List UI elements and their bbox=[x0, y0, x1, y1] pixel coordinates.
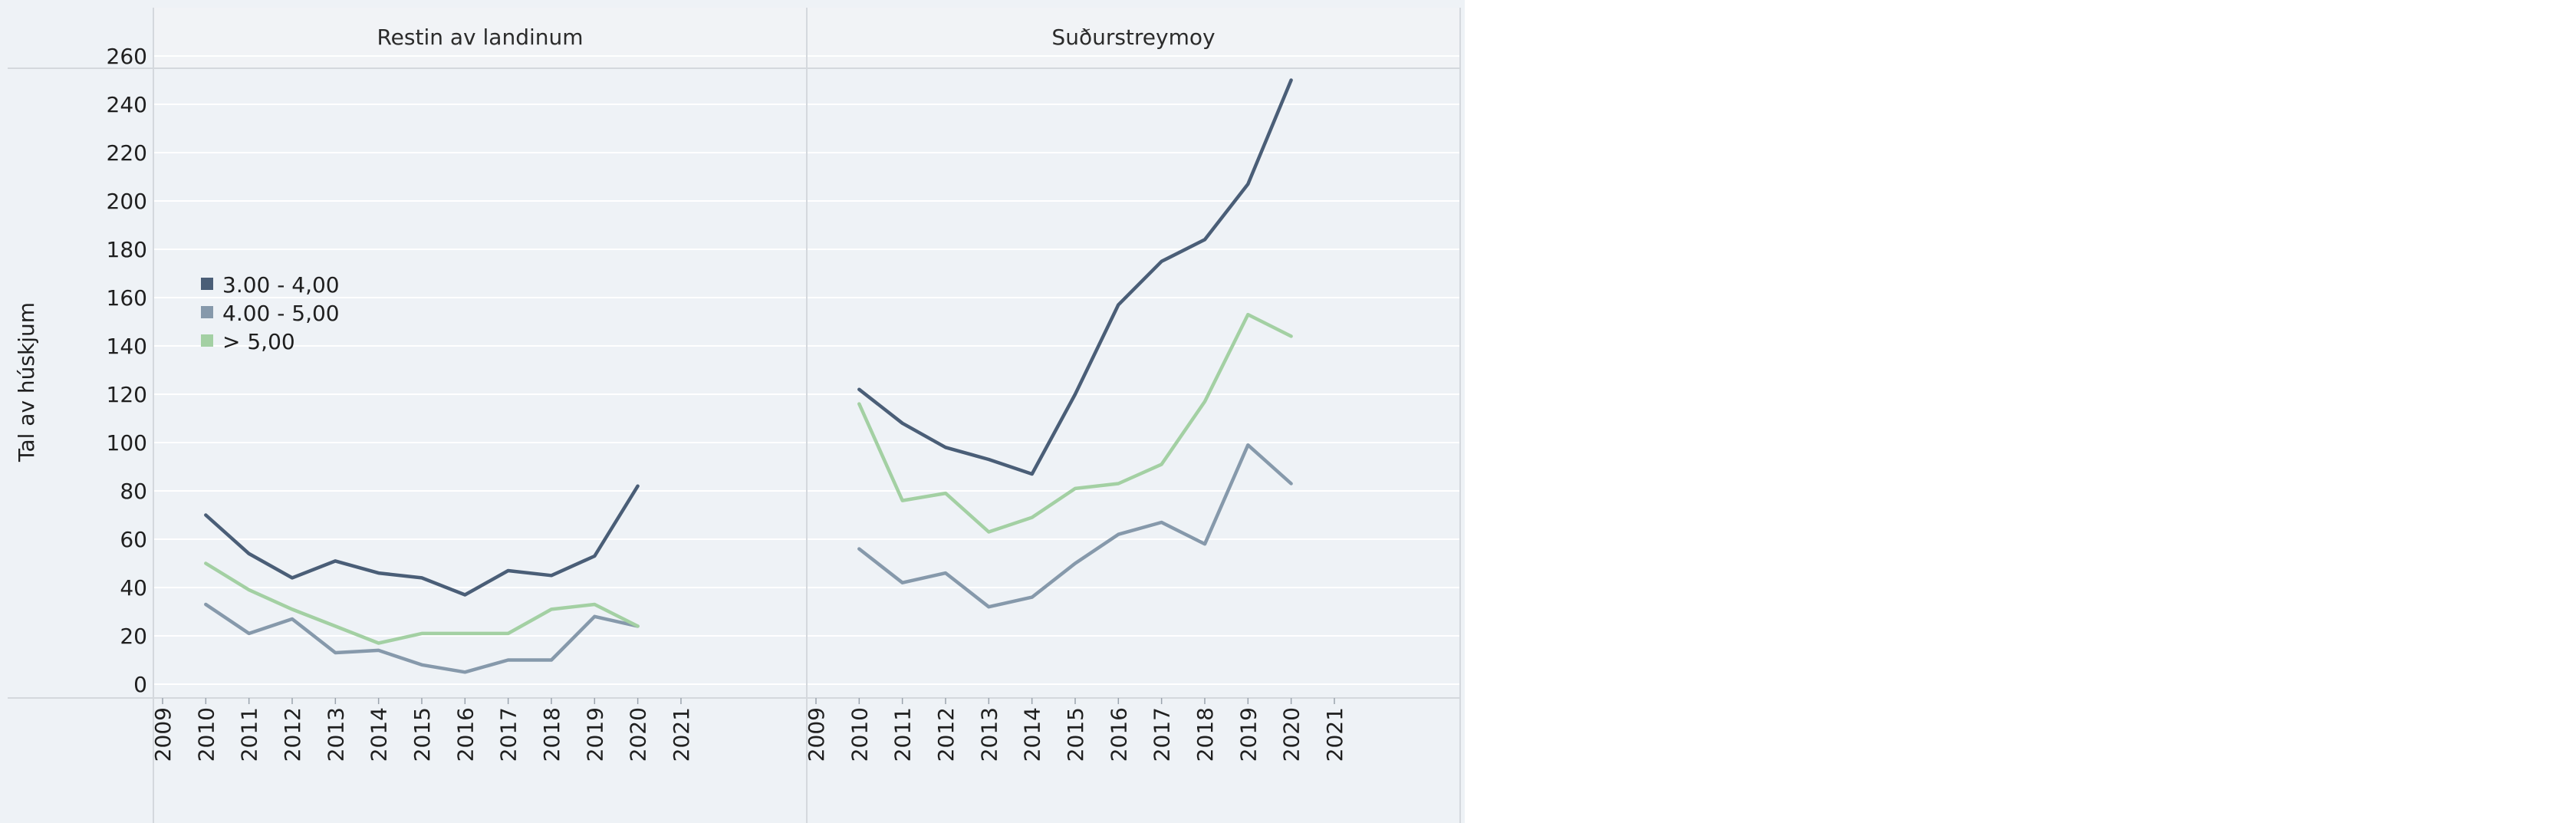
series-line-panel2-1 bbox=[857, 78, 1293, 476]
legend-swatch-1 bbox=[201, 278, 213, 290]
x-tick-label: 2016 bbox=[1106, 707, 1131, 762]
x-tick-label: 2009 bbox=[150, 707, 176, 762]
x-tick-label: 2014 bbox=[367, 707, 392, 762]
x-tick-label: 2017 bbox=[1150, 707, 1175, 762]
series-line-panel1-3 bbox=[204, 561, 640, 645]
legend-swatch-2 bbox=[201, 306, 213, 318]
x-tick-label: 2020 bbox=[626, 707, 651, 762]
series-line-panel2-3 bbox=[857, 312, 1293, 534]
y-tick-label: 120 bbox=[107, 382, 147, 407]
y-tick-label: 60 bbox=[120, 527, 147, 552]
y-tick-label: 220 bbox=[107, 140, 147, 166]
x-tick-label: 2012 bbox=[280, 707, 305, 762]
x-tick-label: 2012 bbox=[933, 707, 959, 762]
legend: 3.00 - 4,00 4.00 - 5,00 > 5,00 bbox=[201, 272, 340, 354]
y-tick-label: 0 bbox=[133, 672, 147, 697]
y-tick-label: 140 bbox=[107, 334, 147, 359]
series-line-panel1-1 bbox=[204, 484, 640, 597]
y-tick-label: 100 bbox=[107, 430, 147, 456]
x-tick-label: 2013 bbox=[976, 707, 1002, 762]
y-tick-label: 40 bbox=[120, 575, 147, 601]
panel-header-left bbox=[153, 8, 807, 69]
x-tick-label: 2020 bbox=[1279, 707, 1304, 762]
legend-label-1: 3.00 - 4,00 bbox=[222, 272, 340, 298]
x-tick-label: 2021 bbox=[1322, 707, 1347, 762]
plot-area-right bbox=[807, 69, 1460, 698]
x-tick-label: 2009 bbox=[804, 707, 829, 762]
panel-title-right: Suðurstreymoy bbox=[1051, 25, 1215, 50]
y-tick-label: 200 bbox=[107, 189, 147, 214]
y-tick-label: 180 bbox=[107, 237, 147, 262]
panel-frame bbox=[8, 8, 1461, 823]
x-tick-label: 2018 bbox=[1193, 707, 1218, 762]
plot-area-left bbox=[153, 69, 807, 698]
y-axis-ticks: 0 20 40 60 80 100 120 140 160 180 200 220 240 260 bbox=[107, 44, 147, 697]
y-tick-label: 80 bbox=[120, 479, 147, 504]
y-axis-title: Tal av húskjum bbox=[14, 302, 39, 463]
x-tick-label: 2014 bbox=[1020, 707, 1045, 762]
x-tick-label: 2017 bbox=[496, 707, 521, 762]
y-tick-label: 240 bbox=[107, 92, 147, 117]
x-tick-label: 2018 bbox=[539, 707, 564, 762]
x-tick-label: 2019 bbox=[582, 707, 607, 762]
panel-header-right bbox=[807, 8, 1460, 69]
y-axis-area bbox=[0, 69, 153, 698]
x-tick-label: 2010 bbox=[193, 707, 219, 762]
x-tick-label: 2010 bbox=[847, 707, 872, 762]
panel-title-left: Restin av landinum bbox=[377, 25, 583, 50]
series-line-panel2-2 bbox=[857, 443, 1293, 609]
x-tick-label: 2015 bbox=[1063, 707, 1088, 762]
x-tick-label: 2015 bbox=[410, 707, 435, 762]
x-tick-label: 2019 bbox=[1235, 707, 1261, 762]
x-tick-label: 2011 bbox=[890, 707, 916, 762]
series-line-panel1-2 bbox=[204, 602, 640, 674]
y-tick-label: 260 bbox=[107, 44, 147, 69]
legend-label-2: 4.00 - 5,00 bbox=[222, 301, 340, 326]
x-tick-label: 2016 bbox=[452, 707, 478, 762]
legend-label-3: > 5,00 bbox=[222, 329, 295, 354]
x-tick-label: 2011 bbox=[237, 707, 262, 762]
x-tick-label: 2013 bbox=[323, 707, 348, 762]
y-tick-label: 20 bbox=[120, 624, 147, 649]
x-tick-label: 2021 bbox=[669, 707, 694, 762]
legend-swatch-3 bbox=[201, 334, 213, 347]
x-axis-ticks: 2009 2010 2011 2012 2013 2014 2015 2016 2017 2018… bbox=[150, 698, 1347, 762]
y-tick-label: 160 bbox=[107, 285, 147, 311]
series-lines bbox=[204, 78, 1293, 674]
